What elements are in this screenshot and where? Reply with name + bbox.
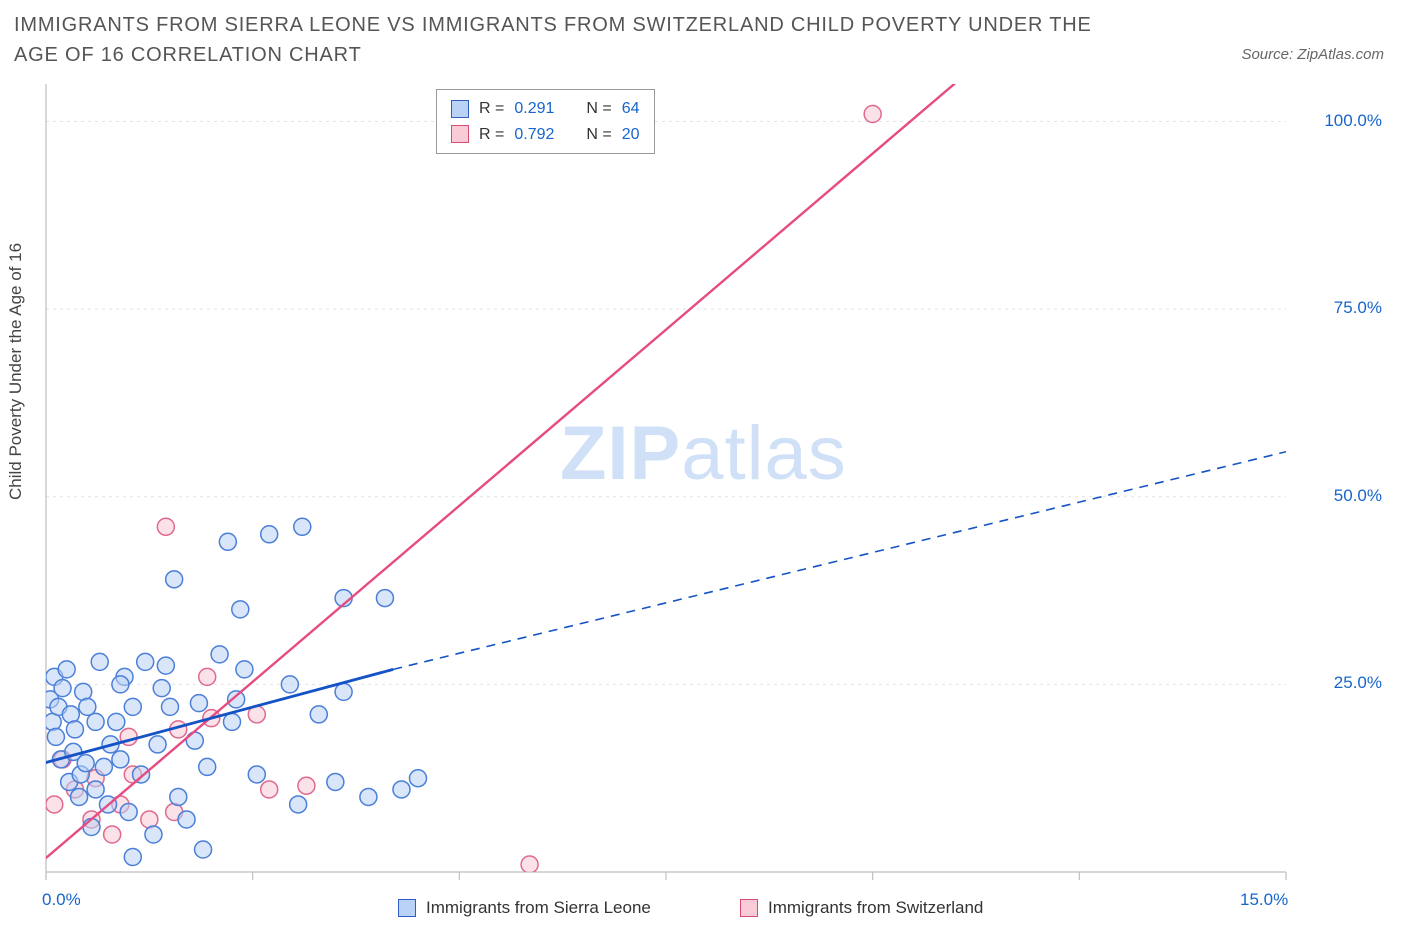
legend-row-b: R = 0.792 N = 20: [451, 122, 640, 148]
legend-r-label: R =: [479, 96, 504, 122]
legend-swatch-a: [451, 100, 469, 118]
legend-swatch-b-icon: [740, 899, 758, 917]
legend-r-label: R =: [479, 122, 504, 148]
x-tick-label: 15.0%: [1240, 890, 1288, 910]
legend-r-a: 0.291: [514, 96, 554, 122]
legend-swatch-a-icon: [398, 899, 416, 917]
legend-row-a: R = 0.291 N = 64: [451, 96, 640, 122]
legend-swatch-b: [451, 125, 469, 143]
legend-n-b: 20: [622, 122, 640, 148]
legend-n-a: 64: [622, 96, 640, 122]
y-tick-label: 50.0%: [1292, 486, 1382, 506]
legend-n-label: N =: [586, 96, 611, 122]
chart-canvas: [0, 0, 1406, 930]
legend-series-a: Immigrants from Sierra Leone: [398, 898, 651, 918]
y-tick-label: 100.0%: [1292, 111, 1382, 131]
legend-correlation-box: R = 0.291 N = 64 R = 0.792 N = 20: [436, 89, 655, 154]
legend-series-b: Immigrants from Switzerland: [740, 898, 983, 918]
legend-series-a-label: Immigrants from Sierra Leone: [426, 898, 651, 918]
x-tick-label: 0.0%: [42, 890, 81, 910]
legend-series-b-label: Immigrants from Switzerland: [768, 898, 983, 918]
legend-n-label: N =: [586, 122, 611, 148]
legend-r-b: 0.792: [514, 122, 554, 148]
y-tick-label: 25.0%: [1292, 673, 1382, 693]
y-tick-label: 75.0%: [1292, 298, 1382, 318]
